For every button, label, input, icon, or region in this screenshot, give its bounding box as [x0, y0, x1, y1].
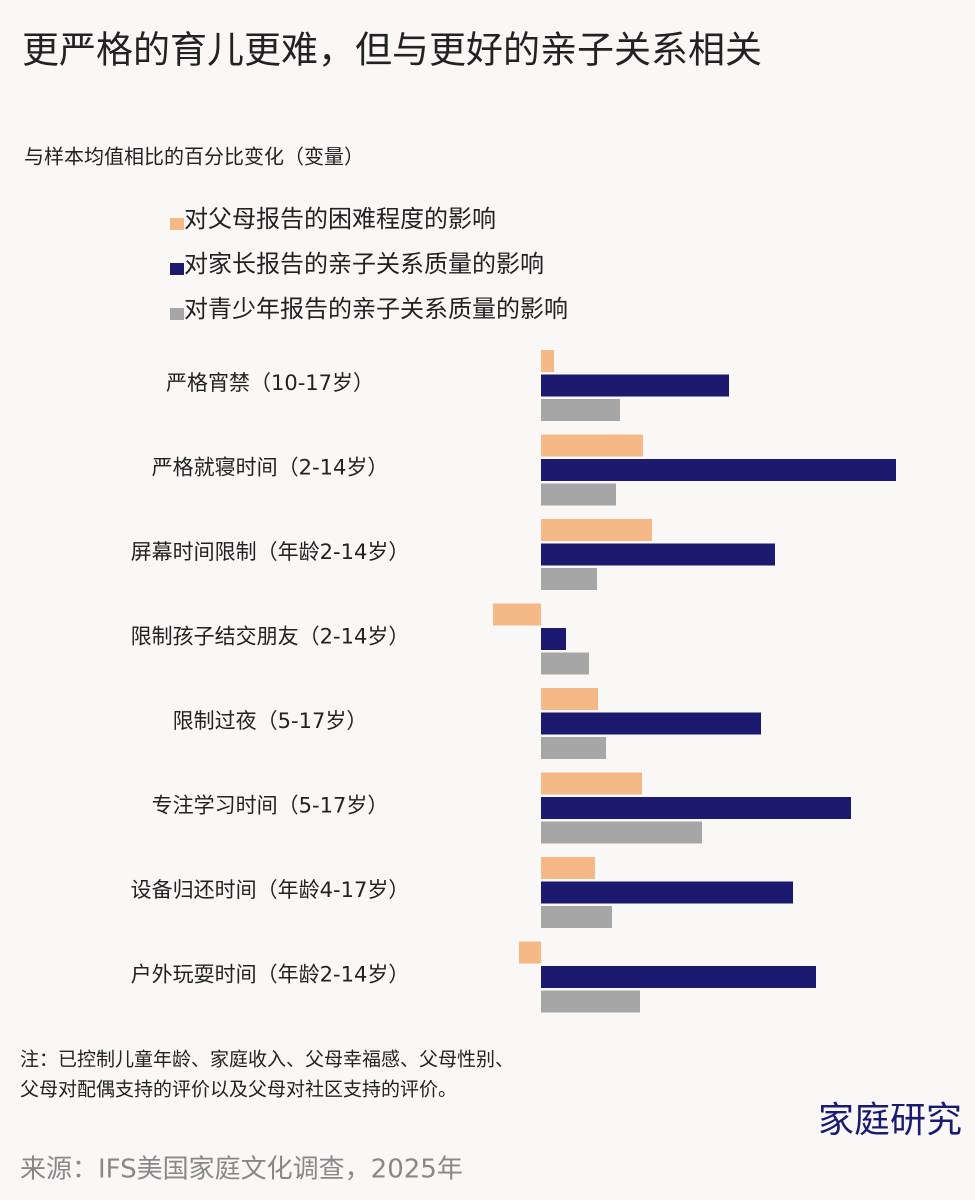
bar	[519, 941, 541, 964]
bar	[541, 350, 554, 372]
bar	[541, 434, 643, 457]
category-label: 设备归还时间（年龄4-17岁）	[131, 878, 410, 902]
category-label: 严格宵禁（10-17岁）	[166, 371, 374, 395]
category-label: 专注学习时间（5-17岁）	[152, 794, 389, 818]
bar	[541, 990, 640, 1013]
note: 父母对配偶支持的评价以及父母对社区支持的评价。	[20, 1079, 457, 1101]
chart-title: 更严格的育儿更难，但与更好的亲子关系相关	[22, 29, 762, 72]
bar	[541, 857, 595, 879]
note: 注：已控制儿童年龄、家庭收入、父母幸福感、父母性别、	[20, 1049, 514, 1071]
bar	[541, 459, 896, 481]
bar	[541, 821, 702, 844]
bar	[541, 737, 606, 759]
bar	[541, 483, 616, 506]
category-label: 户外玩耍时间（年龄2-14岁）	[131, 963, 410, 987]
bar	[541, 966, 816, 988]
legend-swatch	[170, 263, 184, 275]
category-label: 限制孩子结交朋友（2-14岁）	[131, 625, 410, 649]
chart-subtitle: 与样本均值相比的百分比变化（变量）	[24, 145, 364, 169]
bar	[541, 568, 597, 590]
legend-label: 对父母报告的困难程度的影响	[184, 205, 496, 233]
watermark: 家庭研究	[818, 1100, 962, 1141]
category-label: 屏幕时间限制（年龄2-14岁）	[131, 540, 410, 564]
legend-swatch	[170, 218, 184, 230]
legend-label: 对家长报告的亲子关系质量的影响	[184, 250, 544, 278]
bar	[541, 906, 612, 928]
category-label: 限制过夜（5-17岁）	[173, 709, 368, 733]
category-label: 严格就寝时间（2-14岁）	[152, 456, 389, 480]
legend-label: 对青少年报告的亲子关系质量的影响	[184, 295, 568, 323]
bar	[541, 881, 793, 904]
bar	[541, 652, 589, 675]
bar	[541, 374, 729, 397]
bar	[493, 603, 541, 626]
bar	[541, 688, 598, 710]
bar	[541, 399, 620, 421]
bar	[541, 519, 652, 541]
legend-swatch	[170, 308, 184, 320]
bar	[541, 797, 851, 819]
bar	[541, 628, 566, 650]
bar	[541, 543, 775, 566]
source: 来源：IFS美国家庭文化调查，2025年	[20, 1155, 463, 1185]
bar	[541, 712, 761, 735]
bar	[541, 772, 642, 795]
